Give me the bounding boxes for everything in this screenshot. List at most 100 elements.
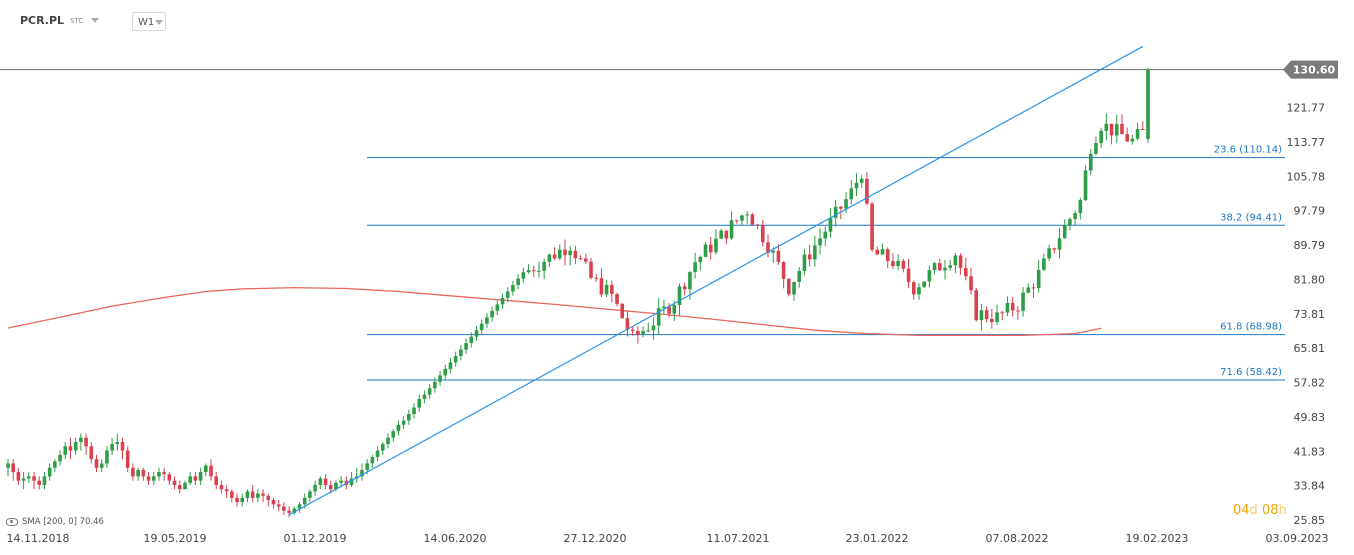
candle[interactable] xyxy=(84,433,88,455)
indicator-legend[interactable]: SMA [200, 0] 70.46 xyxy=(6,517,104,527)
candle[interactable] xyxy=(589,258,593,280)
candle[interactable] xyxy=(417,394,422,412)
candle[interactable] xyxy=(620,302,625,319)
candle[interactable] xyxy=(380,441,385,455)
candle[interactable] xyxy=(870,201,874,252)
candle[interactable] xyxy=(162,467,166,481)
candle[interactable] xyxy=(297,502,302,513)
candle[interactable] xyxy=(953,252,958,274)
candle[interactable] xyxy=(740,214,744,225)
candle[interactable] xyxy=(79,433,83,451)
candle[interactable] xyxy=(276,500,281,511)
candle[interactable] xyxy=(599,268,604,297)
candle[interactable] xyxy=(937,258,942,271)
candle[interactable] xyxy=(766,234,770,258)
candle[interactable] xyxy=(646,322,651,333)
candle[interactable] xyxy=(802,248,807,276)
candle[interactable] xyxy=(682,282,687,296)
candle[interactable] xyxy=(755,223,760,230)
candle[interactable] xyxy=(698,255,703,271)
candle[interactable] xyxy=(1031,283,1036,298)
candle[interactable] xyxy=(719,228,723,239)
candle[interactable] xyxy=(641,326,645,338)
candle[interactable] xyxy=(1099,127,1103,148)
candle[interactable] xyxy=(1078,197,1083,220)
symbol-label[interactable]: PCR.PL xyxy=(20,14,65,27)
candle[interactable] xyxy=(1109,123,1114,145)
candle[interactable] xyxy=(667,303,671,318)
candle[interactable] xyxy=(521,267,526,283)
candle[interactable] xyxy=(1094,136,1098,155)
candle[interactable] xyxy=(136,467,140,481)
candle[interactable] xyxy=(1052,247,1057,254)
candle[interactable] xyxy=(412,403,416,419)
candle[interactable] xyxy=(703,241,708,258)
candle[interactable] xyxy=(787,278,791,297)
candle[interactable] xyxy=(53,459,57,473)
candle[interactable] xyxy=(1036,260,1041,293)
candle[interactable] xyxy=(261,489,265,503)
candle[interactable] xyxy=(511,280,515,296)
candle[interactable] xyxy=(209,459,213,481)
candle[interactable] xyxy=(813,235,817,267)
candle[interactable] xyxy=(990,309,994,329)
candle[interactable] xyxy=(557,244,562,261)
candle[interactable] xyxy=(958,253,963,275)
candle[interactable] xyxy=(1104,113,1109,141)
candle[interactable] xyxy=(932,261,937,275)
candle[interactable] xyxy=(1114,114,1119,144)
candle[interactable] xyxy=(891,253,895,270)
symbol-dropdown-chevron-icon[interactable] xyxy=(91,18,99,23)
candle[interactable] xyxy=(105,446,109,468)
candle[interactable] xyxy=(896,254,900,271)
candle[interactable] xyxy=(615,292,619,307)
candle[interactable] xyxy=(714,229,718,255)
candle[interactable] xyxy=(110,437,114,455)
candle[interactable] xyxy=(438,371,442,387)
candle[interactable] xyxy=(490,306,494,322)
candle[interactable] xyxy=(177,480,182,494)
candle[interactable] xyxy=(396,420,401,436)
candle[interactable] xyxy=(1120,114,1124,135)
candle[interactable] xyxy=(526,264,531,274)
candle[interactable] xyxy=(443,364,448,380)
candle[interactable] xyxy=(256,489,260,503)
candle[interactable] xyxy=(360,463,364,481)
candle[interactable] xyxy=(625,310,630,337)
candle[interactable] xyxy=(948,259,952,271)
candle[interactable] xyxy=(1005,296,1010,317)
candle[interactable] xyxy=(594,274,599,282)
candle[interactable] xyxy=(547,253,552,268)
candle[interactable] xyxy=(230,489,234,503)
candle[interactable] xyxy=(823,226,828,247)
candle[interactable] xyxy=(58,450,62,466)
candle[interactable] xyxy=(250,484,255,503)
candle[interactable] xyxy=(453,351,458,367)
candle[interactable] xyxy=(115,433,120,451)
candle[interactable] xyxy=(724,230,729,245)
candle[interactable] xyxy=(157,467,161,481)
candle[interactable] xyxy=(94,454,99,473)
candle[interactable] xyxy=(120,437,125,460)
candle[interactable] xyxy=(292,506,297,516)
candle[interactable] xyxy=(531,265,536,277)
candle[interactable] xyxy=(1073,210,1077,225)
candle[interactable] xyxy=(1140,121,1145,131)
candle[interactable] xyxy=(610,280,614,303)
candle[interactable] xyxy=(448,358,453,374)
candle[interactable] xyxy=(859,174,864,188)
candle[interactable] xyxy=(495,300,500,316)
candle[interactable] xyxy=(911,280,916,300)
candle[interactable] xyxy=(433,377,437,393)
eye-icon[interactable] xyxy=(6,517,18,526)
candle[interactable] xyxy=(797,266,802,288)
candle[interactable] xyxy=(469,332,474,348)
candle[interactable] xyxy=(27,472,31,483)
candle[interactable] xyxy=(901,258,906,273)
candle[interactable] xyxy=(979,303,984,331)
candle[interactable] xyxy=(240,493,245,507)
candle[interactable] xyxy=(339,476,343,488)
candle[interactable] xyxy=(760,219,765,247)
candle[interactable] xyxy=(32,472,36,490)
